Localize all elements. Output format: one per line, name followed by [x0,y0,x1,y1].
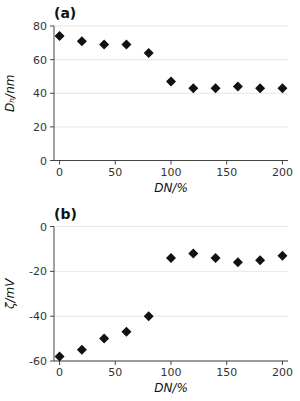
tick-label: 20 [33,121,47,134]
tick [50,126,54,127]
point [255,83,265,93]
point [211,83,221,93]
tick [226,161,227,165]
grid-line [54,126,288,127]
grid-line [54,226,288,227]
tick-label: 0 [56,166,63,179]
figure: 0 50 100 150 200 0 20 40 60 80 DN/% Dₕ/nm (a) 0 50 100 1… [0,0,300,401]
point [99,39,109,49]
tick-label: 200 [272,166,293,179]
tick-label: -40 [29,310,47,323]
tick-label: 150 [216,366,237,379]
tick [50,160,54,161]
tick [50,361,54,362]
tick-label: 0 [40,155,47,168]
points [55,31,288,93]
point [233,82,243,92]
tick [50,271,54,272]
point [277,251,287,261]
tick-label: 200 [272,366,293,379]
tick-label: 80 [33,20,47,33]
tick-label: 40 [33,87,47,100]
point [211,253,221,263]
point [144,311,154,321]
point [77,36,87,46]
point [121,327,131,337]
tick-label: 60 [33,54,47,67]
x-axis-label: DN/% [154,181,188,195]
point [255,255,265,265]
point [188,83,198,93]
grid-line [54,59,288,60]
point [166,76,176,86]
point [99,334,109,344]
point [144,48,154,58]
tick [50,93,54,94]
tick [50,226,54,227]
tick [115,161,116,165]
panel-label: (b) [54,206,77,222]
point [188,248,198,258]
y-axis-label: Dₕ/nm [3,75,17,112]
tick-label: -20 [29,265,47,278]
grid-line [54,271,288,272]
tick [50,316,54,317]
tick-label: 0 [40,221,47,234]
tick [50,59,54,60]
grid-line [54,316,288,317]
point [77,345,87,355]
tick-label: 100 [161,166,182,179]
tick-label: 100 [161,366,182,379]
tick [282,361,283,365]
tick-label: -60 [29,355,47,368]
point [55,352,65,362]
tick [171,161,172,165]
x-axis-label: DN/% [154,381,188,395]
panel-label: (a) [54,5,76,21]
points [55,248,288,361]
tick [282,161,283,165]
tick [115,361,116,365]
point [55,31,65,41]
tick [171,361,172,365]
tick-label: 50 [108,366,122,379]
grid-line [54,26,288,27]
tick-label: 50 [108,166,122,179]
point [233,257,243,267]
tick-label: 0 [56,366,63,379]
tick [59,361,60,365]
grid-line [54,93,288,94]
point [121,39,131,49]
tick [59,161,60,165]
y-axis-label: ζ/mV [3,278,17,310]
point [166,253,176,263]
tick-label: 150 [216,166,237,179]
tick [226,361,227,365]
point [277,83,287,93]
y-axis [54,227,55,362]
panel: 0 50 100 150 200 0 20 40 60 80 DN/% Dₕ/nm (a) [3,5,293,195]
tick [50,26,54,27]
panel: 0 50 100 150 200 -60 -40 -20 0 DN/% ζ/mV (b) [3,206,293,396]
